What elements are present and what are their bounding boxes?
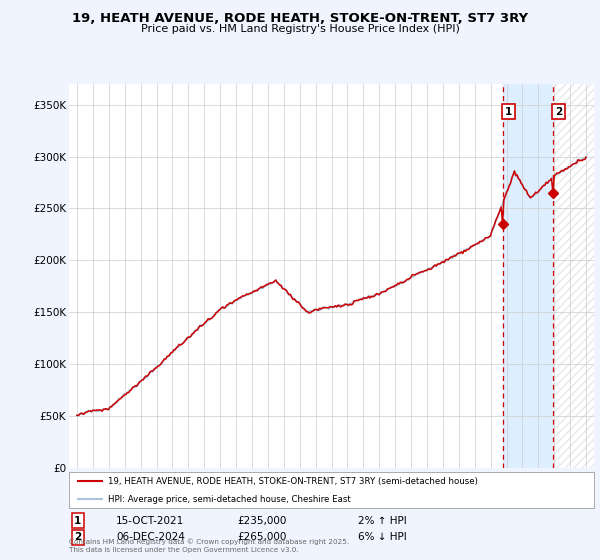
Text: £265,000: £265,000 [237, 533, 286, 542]
Text: 1: 1 [505, 107, 512, 117]
Text: 19, HEATH AVENUE, RODE HEATH, STOKE-ON-TRENT, ST7 3RY (semi-detached house): 19, HEATH AVENUE, RODE HEATH, STOKE-ON-T… [109, 477, 478, 486]
Text: HPI: Average price, semi-detached house, Cheshire East: HPI: Average price, semi-detached house,… [109, 494, 351, 504]
Text: Contains HM Land Registry data © Crown copyright and database right 2025.
This d: Contains HM Land Registry data © Crown c… [69, 539, 349, 553]
Text: 2% ↑ HPI: 2% ↑ HPI [358, 516, 407, 526]
Text: 2: 2 [74, 533, 82, 542]
Text: 1: 1 [74, 516, 82, 526]
Bar [553, 84, 594, 468]
Text: 15-OCT-2021: 15-OCT-2021 [116, 516, 185, 526]
Bar [553, 84, 594, 468]
Text: Price paid vs. HM Land Registry's House Price Index (HPI): Price paid vs. HM Land Registry's House … [140, 24, 460, 34]
Text: 06-DEC-2024: 06-DEC-2024 [116, 533, 185, 542]
Text: 2: 2 [555, 107, 562, 117]
Text: £235,000: £235,000 [237, 516, 286, 526]
Bar [503, 84, 553, 468]
Text: 6% ↓ HPI: 6% ↓ HPI [358, 533, 407, 542]
Text: 19, HEATH AVENUE, RODE HEATH, STOKE-ON-TRENT, ST7 3RY: 19, HEATH AVENUE, RODE HEATH, STOKE-ON-T… [72, 12, 528, 25]
